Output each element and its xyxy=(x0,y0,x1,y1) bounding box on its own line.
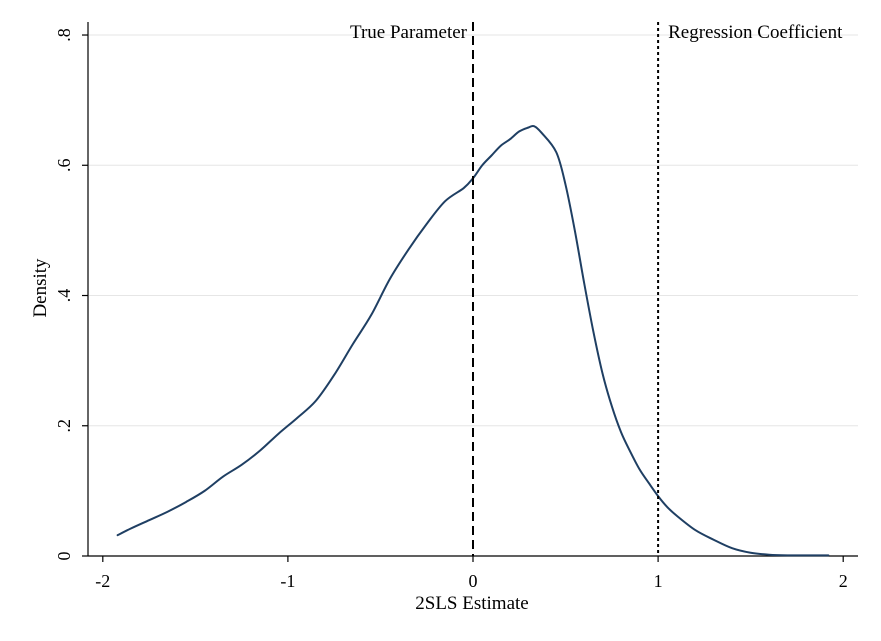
density-line-0 xyxy=(116,124,830,557)
reference-label-0: True Parameter xyxy=(350,22,468,43)
y-tick-label-4: .8 xyxy=(54,28,74,42)
y-tick-label-1: .2 xyxy=(54,419,74,433)
x-tick-label-2: 0 xyxy=(469,571,478,591)
x-tick-label-0: -2 xyxy=(95,571,110,591)
y-tick-label-3: .6 xyxy=(54,159,74,173)
series-layer xyxy=(116,124,830,557)
y-tick-label-0: 0 xyxy=(54,552,74,561)
x-axis-title: 2SLS Estimate xyxy=(415,593,528,614)
y-axis-title: Density xyxy=(30,258,51,318)
x-tick-label-1: -1 xyxy=(280,571,295,591)
tick-labels: 0 .2 .4 .6 .8 -2 -1 0 1 2 xyxy=(54,28,848,591)
x-tick-label-3: 1 xyxy=(654,571,663,591)
y-tick-label-2: .4 xyxy=(54,289,74,303)
x-tick-label-4: 2 xyxy=(839,571,848,591)
reference-lines: True Parameter Regression Coefficient xyxy=(350,22,843,556)
reference-label-1: Regression Coefficient xyxy=(668,22,843,43)
